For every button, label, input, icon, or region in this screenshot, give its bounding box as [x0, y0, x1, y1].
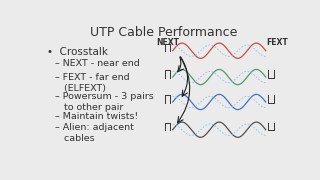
Text: – Maintain twists!: – Maintain twists! [55, 112, 138, 121]
Text: FEXT: FEXT [266, 38, 288, 47]
Text: UTP Cable Performance: UTP Cable Performance [90, 26, 238, 39]
Text: NEXT: NEXT [156, 38, 179, 47]
Text: – FEXT - far end
   (ELFEXT): – FEXT - far end (ELFEXT) [55, 73, 130, 93]
Text: •  Crosstalk: • Crosstalk [47, 47, 108, 57]
Text: – Powersum - 3 pairs
   to other pair: – Powersum - 3 pairs to other pair [55, 92, 154, 112]
Text: – Alien: adjacent
   cables: – Alien: adjacent cables [55, 123, 134, 143]
Text: – NEXT - near end: – NEXT - near end [55, 59, 140, 68]
